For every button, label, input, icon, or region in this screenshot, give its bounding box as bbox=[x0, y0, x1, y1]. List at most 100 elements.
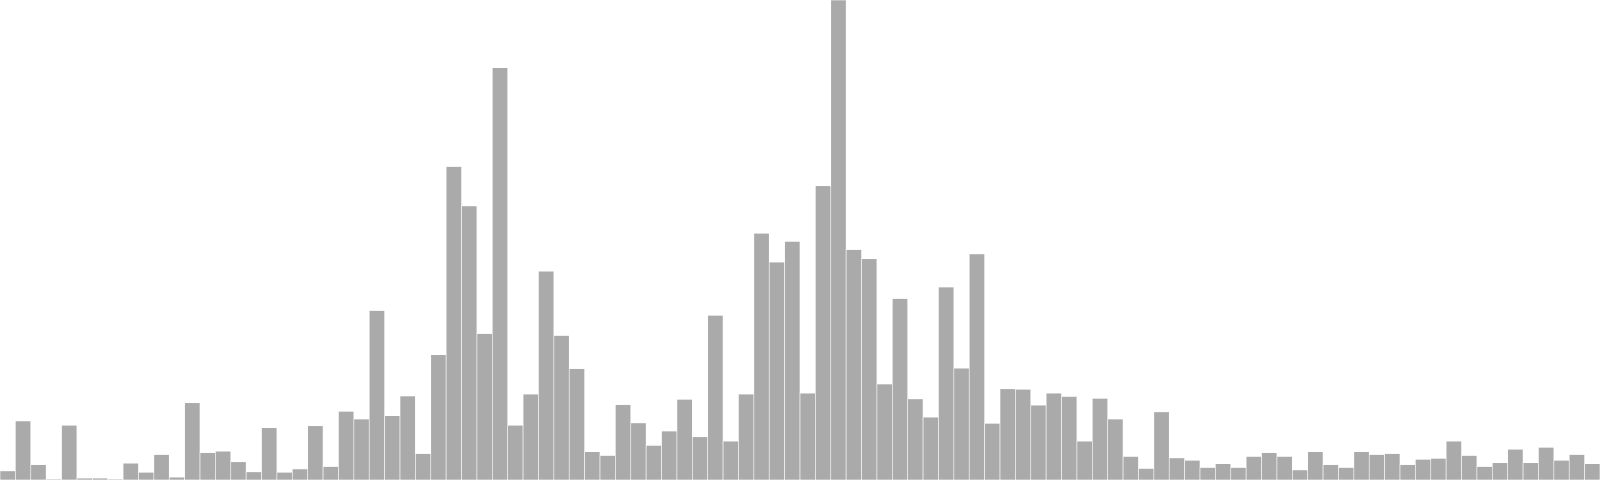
bar-10 bbox=[153, 454, 170, 480]
bar-79 bbox=[1215, 463, 1232, 480]
bar-39 bbox=[599, 455, 616, 480]
bar-31 bbox=[476, 333, 493, 480]
bar-38 bbox=[584, 451, 601, 480]
bar-22 bbox=[338, 411, 355, 480]
bar-92 bbox=[1415, 459, 1432, 480]
bar-82 bbox=[1261, 452, 1278, 480]
bar-43 bbox=[661, 430, 678, 480]
bar-40 bbox=[615, 404, 632, 480]
bar-56 bbox=[861, 258, 878, 480]
bar-71 bbox=[1092, 398, 1108, 480]
bar-25 bbox=[384, 415, 401, 480]
bar-97 bbox=[1492, 462, 1508, 480]
bar-51 bbox=[784, 241, 801, 480]
bar-61 bbox=[938, 286, 955, 480]
bar-96 bbox=[1476, 466, 1493, 480]
bar-35 bbox=[538, 270, 555, 480]
bar-24 bbox=[368, 310, 385, 480]
bar-27 bbox=[415, 453, 432, 480]
bar-45 bbox=[692, 436, 708, 480]
bar-89 bbox=[1368, 454, 1385, 480]
bar-77 bbox=[1184, 460, 1201, 480]
bar-49 bbox=[753, 232, 770, 480]
bar-30 bbox=[461, 205, 478, 480]
bar-46 bbox=[707, 315, 724, 480]
bar-15 bbox=[230, 461, 247, 480]
bar-48 bbox=[738, 393, 755, 480]
bar-88 bbox=[1353, 451, 1370, 480]
bar-87 bbox=[1338, 467, 1355, 480]
bar-4 bbox=[61, 424, 78, 480]
bar-100 bbox=[1538, 447, 1555, 480]
bar-41 bbox=[630, 422, 647, 480]
bar-33 bbox=[507, 424, 524, 480]
bar-14 bbox=[215, 450, 232, 480]
bar-103 bbox=[1584, 463, 1600, 480]
bar-84 bbox=[1292, 469, 1308, 480]
bar-23 bbox=[353, 418, 370, 480]
bar-26 bbox=[399, 395, 416, 480]
bar-37 bbox=[568, 368, 585, 480]
bar-63 bbox=[968, 253, 985, 480]
bar-68 bbox=[1045, 392, 1062, 480]
bar-99 bbox=[1522, 462, 1539, 480]
bar-21 bbox=[322, 466, 339, 480]
bar-52 bbox=[799, 392, 816, 480]
bar-42 bbox=[645, 445, 662, 480]
bar-69 bbox=[1061, 396, 1078, 480]
bar-47 bbox=[722, 440, 739, 480]
bar-86 bbox=[1322, 464, 1339, 480]
bar-102 bbox=[1568, 454, 1585, 480]
bar-62 bbox=[953, 367, 970, 480]
bar-58 bbox=[892, 298, 908, 480]
bar-1 bbox=[15, 420, 32, 480]
bar-101 bbox=[1553, 460, 1570, 480]
bar-73 bbox=[1122, 456, 1139, 480]
bar-9 bbox=[138, 472, 155, 480]
bar-83 bbox=[1276, 456, 1293, 480]
bar-54 bbox=[830, 0, 847, 480]
bar-72 bbox=[1107, 418, 1124, 480]
bar-28 bbox=[430, 354, 447, 480]
bar-18 bbox=[276, 472, 293, 480]
bar-8 bbox=[122, 462, 139, 480]
bar-91 bbox=[1399, 464, 1416, 480]
bar-95 bbox=[1461, 455, 1478, 480]
bar-65 bbox=[999, 388, 1016, 480]
bar-81 bbox=[1245, 456, 1262, 480]
bar-59 bbox=[907, 398, 924, 480]
bar-98 bbox=[1507, 448, 1524, 480]
bar-74 bbox=[1138, 468, 1155, 480]
bar-60 bbox=[922, 416, 939, 480]
bar-34 bbox=[522, 393, 539, 480]
bar-57 bbox=[876, 383, 893, 480]
bar-64 bbox=[984, 423, 1001, 480]
bar-85 bbox=[1307, 451, 1324, 480]
bar-66 bbox=[1015, 388, 1032, 480]
bar-29 bbox=[445, 166, 462, 480]
bar-20 bbox=[307, 425, 324, 480]
bar-78 bbox=[1199, 467, 1216, 480]
bar-94 bbox=[1445, 440, 1462, 480]
bar-36 bbox=[553, 335, 570, 480]
bar-17 bbox=[261, 427, 278, 480]
bar-93 bbox=[1430, 458, 1447, 480]
bar-19 bbox=[292, 468, 308, 480]
bar-80 bbox=[1230, 467, 1247, 480]
bar-70 bbox=[1076, 440, 1093, 480]
bar-75 bbox=[1153, 411, 1170, 480]
bar-90 bbox=[1384, 453, 1401, 480]
bar-67 bbox=[1030, 404, 1047, 480]
bar-0 bbox=[0, 470, 16, 480]
bar-16 bbox=[245, 471, 262, 480]
bar-32 bbox=[492, 67, 508, 480]
bar-53 bbox=[815, 185, 832, 480]
bar-12 bbox=[184, 402, 201, 480]
bar-55 bbox=[845, 249, 862, 480]
bar-50 bbox=[768, 261, 785, 480]
bar-76 bbox=[1168, 457, 1185, 480]
bar-13 bbox=[199, 452, 216, 480]
